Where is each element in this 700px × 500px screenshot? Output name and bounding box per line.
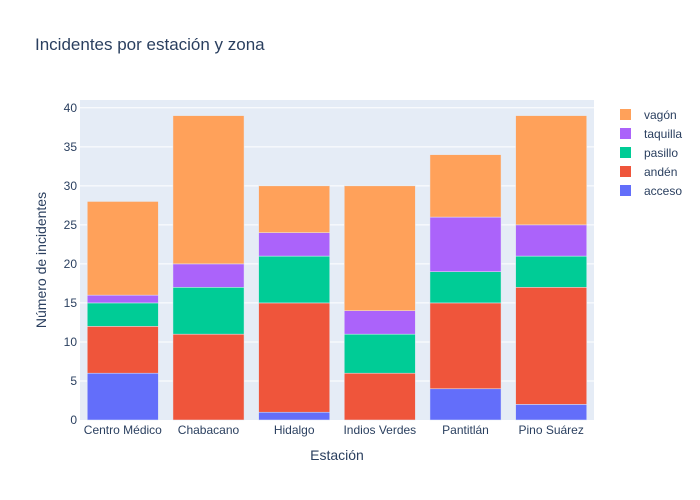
bars [87, 115, 587, 421]
x-tick-label: Chabacano [178, 423, 240, 437]
bar-segment[interactable] [87, 326, 159, 374]
bar-segment[interactable] [429, 154, 502, 218]
bar-segment[interactable] [344, 333, 416, 374]
bar-segment[interactable] [172, 115, 245, 265]
bar-segment[interactable] [172, 287, 245, 335]
bar-segment[interactable] [429, 388, 502, 421]
bar-segment[interactable] [515, 255, 587, 288]
bar-segment[interactable] [87, 372, 159, 421]
plot-area [80, 100, 594, 420]
y-tick-label: 10 [64, 335, 78, 349]
bar-segment[interactable] [515, 287, 587, 405]
y-tick-label: 25 [64, 218, 78, 232]
bar-segment[interactable] [515, 115, 587, 226]
x-tick-label: Centro Médico [84, 423, 162, 437]
bar-segment[interactable] [429, 216, 502, 272]
x-tick-labels: Centro Médico Chabacano Hidalgo Indios Verd… [84, 423, 584, 437]
legend-swatch [620, 185, 631, 196]
bar-segment[interactable] [258, 411, 330, 421]
bar-segment[interactable] [515, 404, 587, 421]
legend-label[interactable]: vagón [644, 108, 677, 122]
chart-title: Incidentes por estación y zona [35, 35, 265, 54]
bar-segment[interactable] [87, 302, 159, 327]
x-axis-title: Estación [310, 447, 364, 463]
legend-label[interactable]: pasillo [644, 146, 678, 160]
legend-label[interactable]: andén [644, 165, 677, 179]
x-tick-label: Pino Suárez [518, 423, 583, 437]
y-tick-label: 30 [64, 179, 78, 193]
x-tick-label: Pantitlán [442, 423, 489, 437]
x-tick-label: Indios Verdes [343, 423, 416, 437]
legend-label[interactable]: acceso [644, 184, 682, 198]
legend-swatch [620, 109, 631, 120]
bar-segment[interactable] [172, 333, 245, 421]
y-axis-title: Número de incidentes [33, 192, 49, 328]
gridlines [80, 107, 594, 382]
bar-segment[interactable] [515, 224, 587, 257]
y-tick-label: 5 [70, 374, 77, 388]
legend-swatch [620, 166, 631, 177]
bar-segment[interactable] [429, 302, 502, 390]
bar-segment[interactable] [429, 271, 502, 304]
legend-swatch [620, 128, 631, 139]
bar-segment[interactable] [87, 201, 159, 296]
bar-segment[interactable] [258, 255, 330, 304]
bar-segment[interactable] [258, 185, 330, 233]
bar-segment[interactable] [344, 185, 416, 311]
bar-segment[interactable] [172, 263, 245, 288]
legend: vagón taquilla pasillo andén acceso [620, 108, 682, 198]
x-tick-label: Hidalgo [274, 423, 315, 437]
y-tick-label: 40 [64, 101, 78, 115]
bar-segment[interactable] [344, 310, 416, 335]
bar-segment[interactable] [258, 232, 330, 257]
y-tick-labels: 0 5 10 15 20 25 30 35 40 [64, 101, 78, 427]
y-tick-label: 15 [64, 296, 78, 310]
bar-segment[interactable] [87, 294, 159, 304]
legend-swatch [620, 147, 631, 158]
y-tick-label: 0 [70, 413, 77, 427]
y-tick-label: 20 [64, 257, 78, 271]
bar-segment[interactable] [258, 302, 330, 413]
bar-segment[interactable] [344, 372, 416, 421]
y-tick-label: 35 [64, 140, 78, 154]
legend-label[interactable]: taquilla [644, 127, 682, 141]
